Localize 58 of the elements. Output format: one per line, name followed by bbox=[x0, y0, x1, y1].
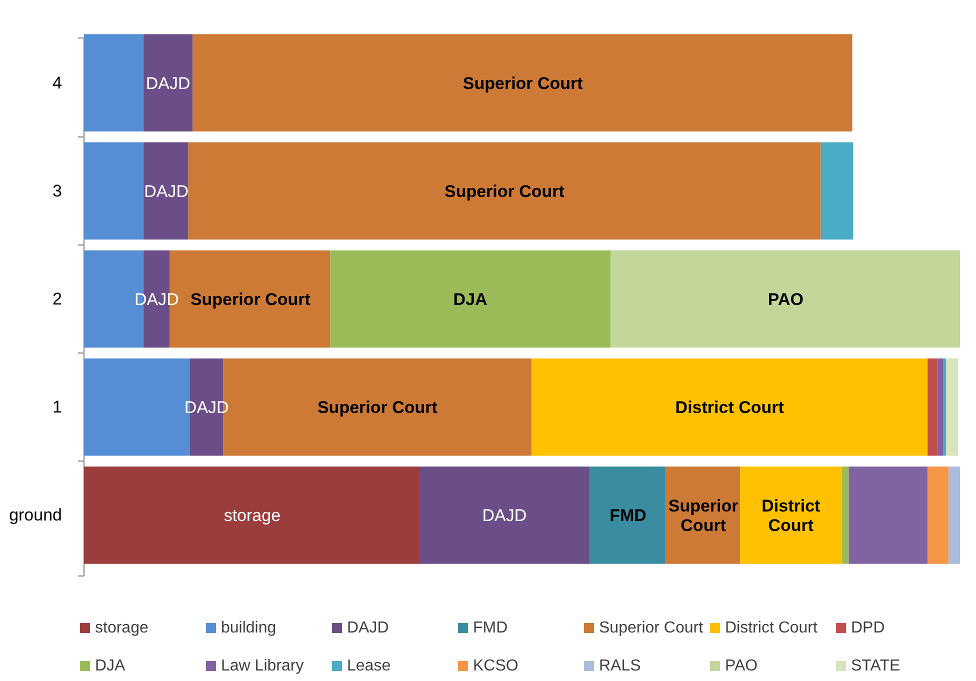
bar bbox=[84, 142, 144, 240]
legend-label: Lease bbox=[347, 658, 391, 674]
annotation: FMD bbox=[610, 506, 646, 525]
bar bbox=[928, 358, 938, 456]
bar bbox=[946, 358, 958, 456]
annotation: Superior Court bbox=[444, 181, 565, 200]
bar bbox=[84, 466, 420, 564]
bar bbox=[144, 34, 193, 132]
annotation: DAJD bbox=[146, 73, 190, 92]
bar bbox=[928, 466, 949, 564]
annotation: Superior Court bbox=[190, 290, 311, 308]
legend-label: KCSO bbox=[473, 658, 518, 674]
bar bbox=[188, 142, 821, 240]
y-tick-label: ground bbox=[9, 506, 62, 525]
legend-label: RALS bbox=[599, 658, 641, 674]
legend-label: building bbox=[221, 620, 276, 636]
legend-label: DPD bbox=[851, 620, 885, 636]
annotation: storage bbox=[224, 506, 281, 525]
legend-label: STATE bbox=[851, 658, 900, 674]
legend-label: FMD bbox=[473, 620, 508, 636]
annotation: DAJD bbox=[482, 506, 527, 525]
bar bbox=[740, 466, 842, 564]
annotation: Superior Court bbox=[317, 398, 438, 417]
bar bbox=[420, 466, 590, 564]
legend-label: Law Library bbox=[221, 658, 304, 674]
bar bbox=[330, 250, 610, 348]
bar bbox=[842, 466, 849, 564]
legend-label: Superior Court bbox=[599, 620, 704, 636]
bar bbox=[192, 34, 852, 132]
annotation: District Court bbox=[762, 496, 821, 534]
annotation: DAJD bbox=[144, 181, 189, 200]
bar bbox=[610, 250, 960, 348]
bar bbox=[666, 466, 740, 564]
y-tick-label: 3 bbox=[52, 181, 62, 200]
bar bbox=[144, 142, 188, 240]
annotation: DJA bbox=[453, 290, 488, 308]
legend-label: DAJD bbox=[347, 620, 389, 636]
bar bbox=[948, 466, 960, 564]
annotation: District Court bbox=[675, 398, 784, 417]
bar bbox=[589, 466, 666, 564]
y-tick-label: 1 bbox=[52, 398, 62, 417]
annotation: DAJD bbox=[184, 398, 229, 417]
bar bbox=[937, 358, 944, 456]
annotation: PAO bbox=[768, 290, 804, 308]
annotation: Superior Court bbox=[668, 496, 739, 534]
annotation: DAJD bbox=[134, 290, 179, 308]
legend-label: DJA bbox=[95, 658, 126, 674]
legend-label: storage bbox=[95, 620, 148, 636]
y-tick-label: 2 bbox=[52, 290, 62, 308]
legend-label: PAO bbox=[725, 658, 758, 674]
annotation: Superior Court bbox=[462, 73, 584, 92]
bar bbox=[943, 358, 946, 456]
bar bbox=[820, 142, 854, 240]
y-tick-label: 4 bbox=[52, 73, 62, 92]
bar bbox=[848, 466, 928, 564]
bar bbox=[84, 34, 144, 132]
bar bbox=[532, 358, 928, 456]
legend-label: District Court bbox=[725, 620, 818, 636]
